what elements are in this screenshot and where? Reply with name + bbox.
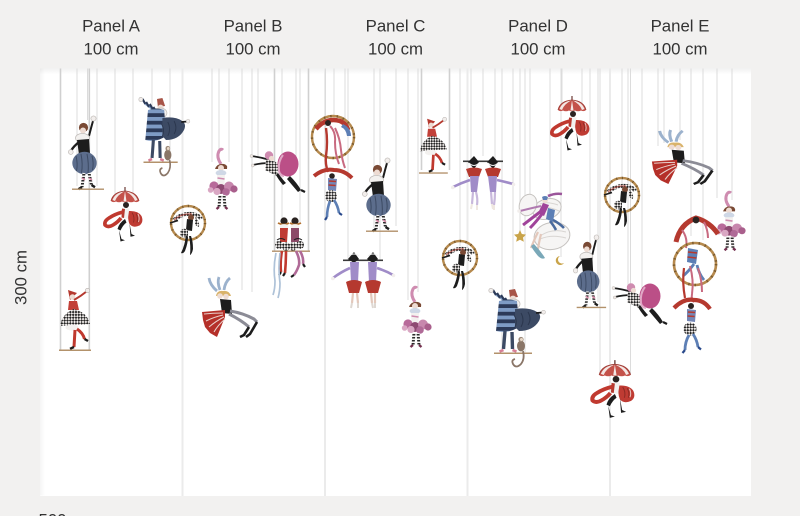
svg-text:500 cm: 500 cm <box>38 510 93 516</box>
svg-text:Panel E: Panel E <box>651 17 710 36</box>
svg-text:100 cm: 100 cm <box>510 40 565 59</box>
svg-text:Panel D: Panel D <box>508 17 568 36</box>
svg-text:Panel B: Panel B <box>224 17 283 36</box>
svg-text:100 cm: 100 cm <box>225 40 280 59</box>
svg-text:300 cm: 300 cm <box>12 250 31 305</box>
svg-text:100 cm: 100 cm <box>652 40 707 59</box>
svg-text:Panel A: Panel A <box>82 17 141 36</box>
svg-text:Panel C: Panel C <box>366 17 426 36</box>
svg-text:100 cm: 100 cm <box>83 40 138 59</box>
svg-text:100 cm: 100 cm <box>368 40 423 59</box>
